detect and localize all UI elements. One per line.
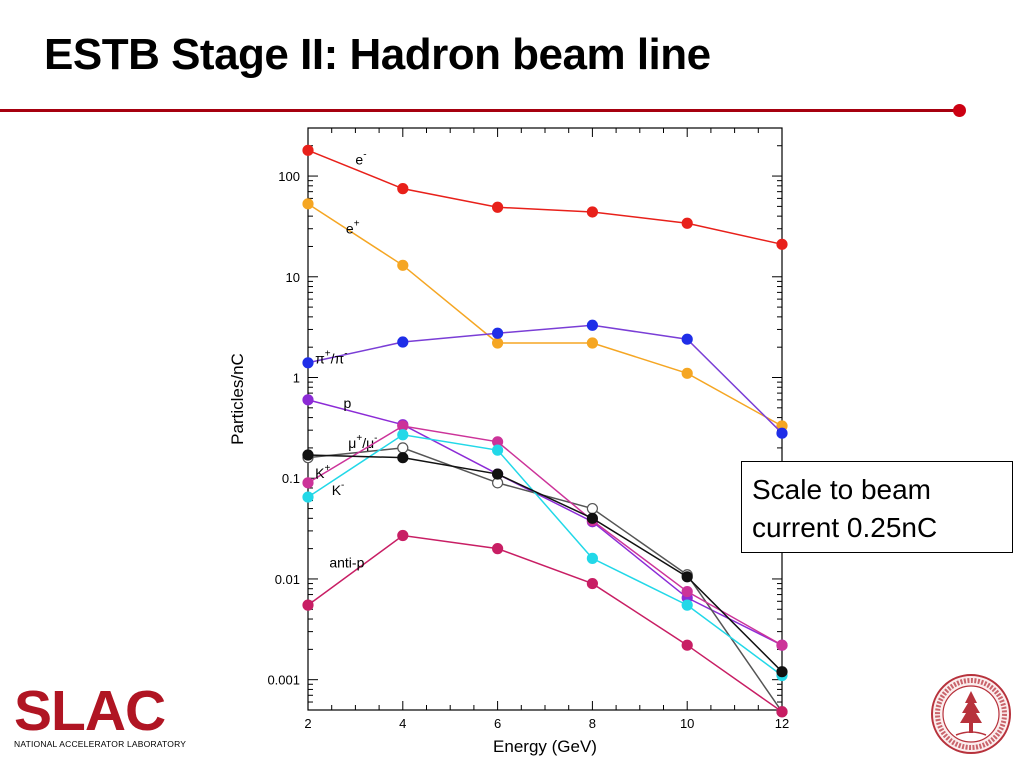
slac-wordmark: SLAC — [14, 679, 166, 743]
data-point — [681, 639, 693, 651]
x-tick-label: 12 — [775, 716, 789, 731]
y-tick-label: 1 — [293, 371, 300, 386]
data-point — [681, 217, 693, 229]
data-point — [302, 394, 314, 406]
series-line — [307, 324, 783, 434]
title-divider-dot — [953, 104, 966, 117]
data-point — [681, 333, 693, 345]
series-7 — [302, 449, 788, 678]
series-label: p — [344, 395, 352, 411]
data-point — [776, 639, 788, 651]
series-label: K- — [332, 480, 345, 498]
callout-line-1: Scale to beam — [752, 474, 931, 505]
y-tick-label: 0.001 — [267, 673, 300, 688]
data-point — [776, 706, 788, 718]
data-point — [586, 502, 598, 515]
data-point — [492, 327, 504, 339]
x-tick-label: 10 — [680, 716, 694, 731]
data-point — [776, 666, 788, 678]
x-tick-label: 2 — [304, 716, 311, 731]
y-tick-label: 100 — [278, 169, 300, 184]
callout-line-2: current 0.25nC — [752, 512, 938, 543]
data-point — [586, 337, 598, 349]
series-line — [307, 425, 783, 646]
data-point — [302, 357, 314, 369]
data-point — [397, 336, 409, 348]
stanford-seal-icon — [931, 674, 1011, 754]
data-point — [492, 201, 504, 213]
slide-title: ESTB Stage II: Hadron beam line — [44, 30, 711, 79]
data-point — [776, 238, 788, 250]
data-point — [397, 442, 409, 454]
data-point — [586, 577, 598, 590]
slac-logo: SLAC NATIONAL ACCELERATOR LABORATORY — [14, 683, 194, 753]
data-point — [302, 477, 314, 489]
series-label: K+ — [315, 463, 330, 481]
data-point — [586, 552, 598, 564]
data-point — [492, 337, 504, 349]
series-4: μ+/μ- — [302, 433, 788, 718]
data-point — [492, 468, 504, 480]
x-tick-label: 6 — [494, 716, 501, 731]
data-point — [397, 529, 409, 542]
data-point — [397, 183, 409, 195]
series-label: μ+/μ- — [348, 433, 377, 451]
data-point — [586, 512, 598, 524]
data-point — [302, 491, 314, 503]
data-point — [302, 144, 314, 156]
data-point — [302, 599, 314, 611]
series-6: K- — [302, 429, 788, 682]
series-0: e- — [302, 144, 788, 250]
series-line — [307, 149, 783, 246]
title-divider — [0, 109, 958, 112]
series-line — [307, 203, 783, 427]
data-point — [681, 599, 693, 611]
series-label: π+/π- — [315, 348, 347, 366]
beam-current-callout: Scale to beam current 0.25nC — [741, 461, 1013, 553]
x-tick-label: 8 — [589, 716, 596, 731]
series-line — [307, 447, 783, 713]
series-line — [307, 454, 783, 673]
series-line — [307, 433, 783, 677]
data-point — [681, 571, 693, 583]
y-tick-label: 10 — [286, 270, 300, 285]
data-point — [397, 452, 409, 464]
particle-yield-chart: 2 4 6 8 10 12 0.001 0.01 0.1 1 10 100 Energy (GeV) Pa… — [228, 127, 789, 756]
data-point — [681, 367, 693, 379]
y-axis-label: Particles/nC — [228, 353, 247, 445]
data-point — [586, 319, 598, 331]
data-point — [302, 449, 314, 461]
data-point — [397, 429, 409, 441]
series-2: π+/π- — [302, 319, 788, 439]
series-line — [307, 534, 783, 713]
data-point — [681, 585, 693, 598]
series-line — [307, 399, 783, 646]
data-point — [776, 427, 788, 439]
x-axis-label: Energy (GeV) — [493, 737, 597, 756]
series-5: K+ — [302, 420, 788, 651]
y-tick-label: 0.01 — [275, 572, 300, 587]
series-label: e- — [355, 150, 366, 168]
data-point — [492, 543, 504, 555]
series-label: e+ — [346, 218, 360, 236]
series-label: anti-p — [329, 554, 364, 570]
y-tick-label: 0.1 — [282, 471, 300, 486]
x-tick-label: 4 — [399, 716, 406, 731]
data-point — [302, 198, 314, 210]
data-point — [397, 259, 409, 271]
series-1: e+ — [302, 198, 788, 432]
slac-logo-subtitle: NATIONAL ACCELERATOR LABORATORY — [14, 739, 187, 749]
data-point — [586, 206, 598, 218]
data-point — [492, 444, 504, 456]
series-8: anti-p — [302, 529, 788, 718]
